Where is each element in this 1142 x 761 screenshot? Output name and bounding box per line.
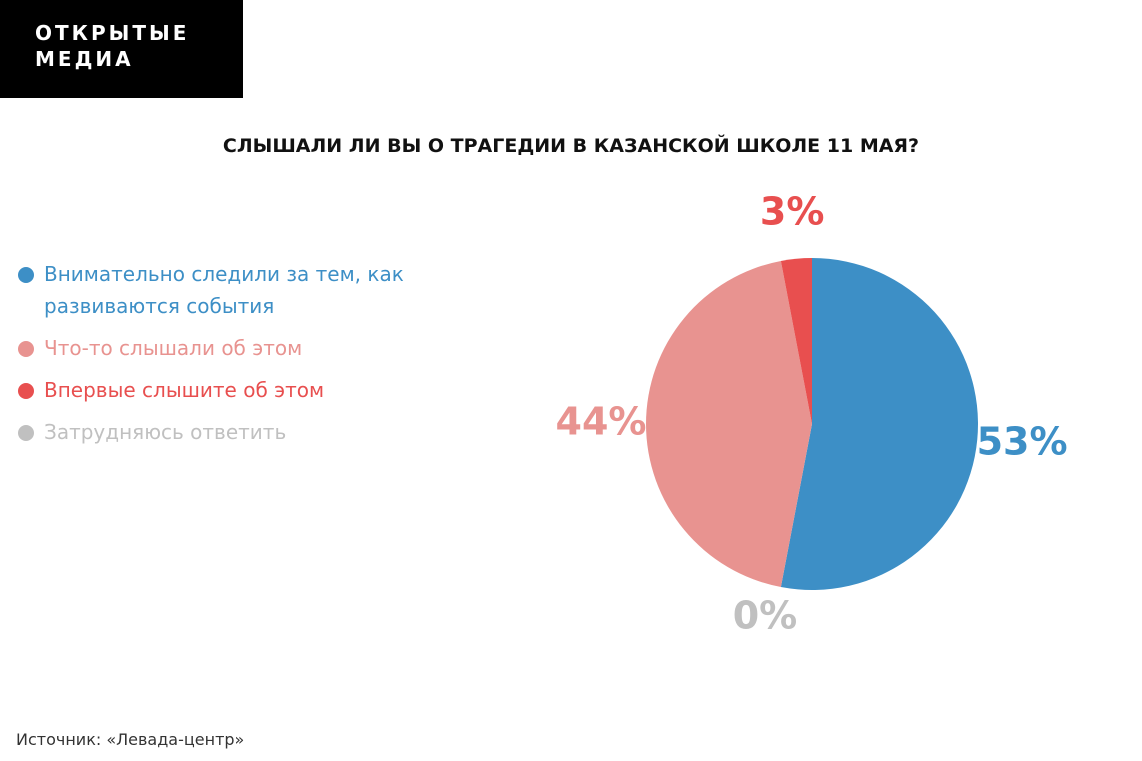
data-label: 0% bbox=[733, 594, 798, 638]
legend-item: Впервые слышите об этом bbox=[18, 374, 448, 406]
legend-item: Что-то слышали об этом bbox=[18, 332, 448, 364]
legend-marker bbox=[18, 341, 34, 357]
pie-slice bbox=[646, 260, 812, 588]
legend-label: Что-то слышали об этом bbox=[44, 336, 303, 360]
pie-slice bbox=[780, 258, 812, 424]
data-label: 53% bbox=[977, 419, 1068, 463]
legend-marker bbox=[18, 425, 34, 441]
legend-label: Внимательно следили за тем, как развиваю… bbox=[44, 262, 404, 318]
legend-item: Затрудняюсь ответить bbox=[18, 416, 448, 448]
logo: ОТКРЫТЫЕ МЕДИА bbox=[0, 0, 243, 98]
pie-slice bbox=[780, 258, 978, 590]
chart-title: СЛЫШАЛИ ЛИ ВЫ О ТРАГЕДИИ В КАЗАНСКОЙ ШКО… bbox=[222, 135, 920, 157]
legend-marker bbox=[18, 267, 34, 283]
legend: Внимательно следили за тем, как развиваю… bbox=[18, 258, 448, 458]
logo-line: МЕДИА bbox=[35, 47, 134, 71]
legend-marker bbox=[18, 383, 34, 399]
legend-label: Впервые слышите об этом bbox=[44, 378, 325, 402]
data-label: 3% bbox=[760, 189, 825, 233]
legend-label: Затрудняюсь ответить bbox=[44, 420, 287, 444]
data-label: 44% bbox=[556, 400, 647, 444]
logo-line: ОТКРЫТЫЕ bbox=[35, 21, 190, 45]
legend-item: Внимательно следили за тем, как развиваю… bbox=[18, 258, 448, 322]
source: Источник: «Левада-центр» bbox=[16, 730, 245, 749]
